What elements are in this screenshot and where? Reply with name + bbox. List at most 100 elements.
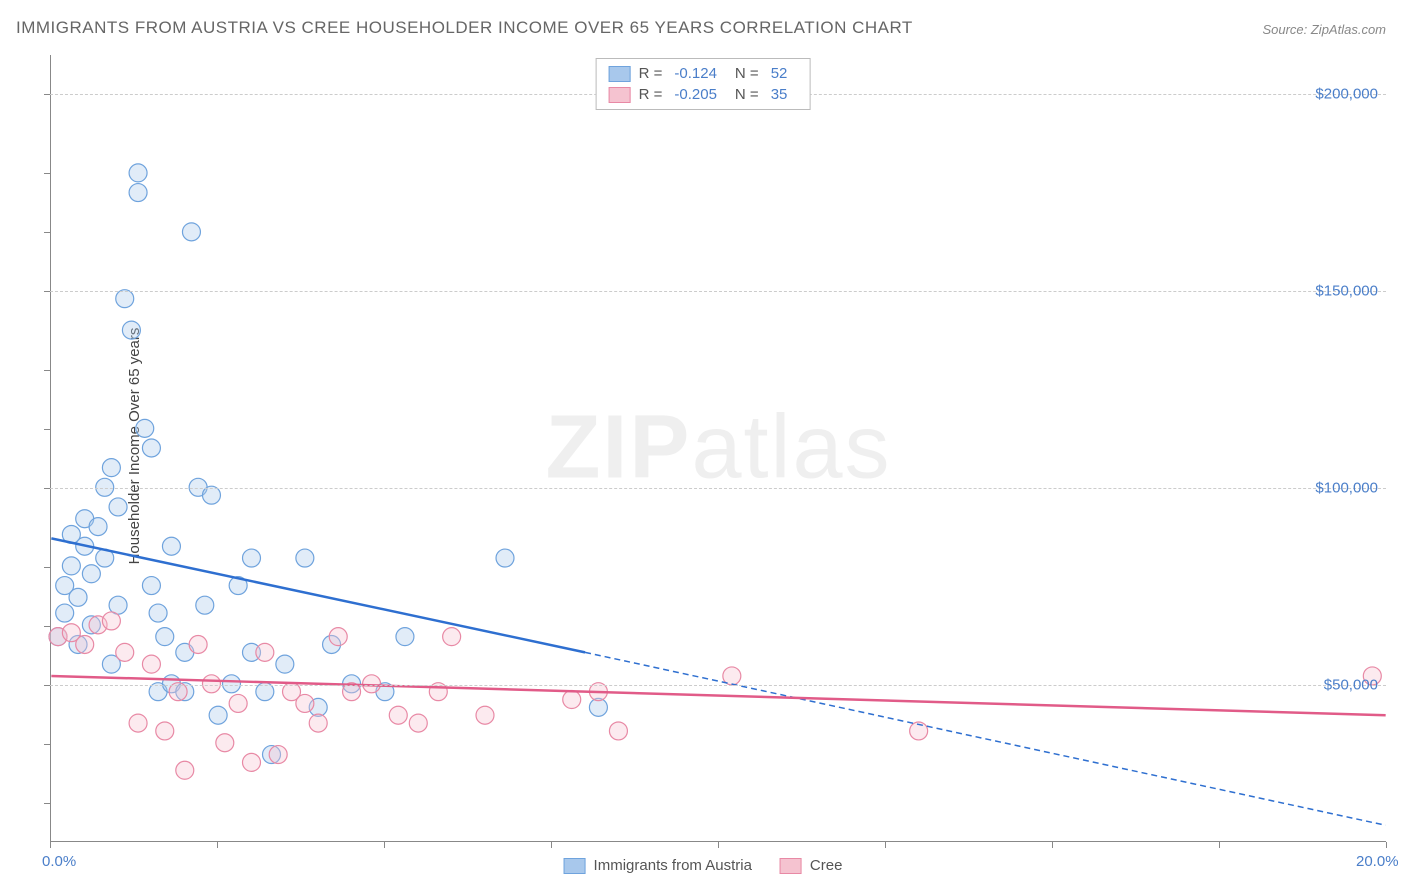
scatter-point [256,643,274,661]
y-tick-label: $100,000 [1315,479,1378,496]
y-tick [44,173,50,174]
scatter-point [209,706,227,724]
scatter-plot-svg [51,55,1386,841]
legend-n-value-1: 52 [771,65,788,82]
y-tick [44,803,50,804]
gridline-h [50,488,1386,489]
scatter-point [309,714,327,732]
legend-r-label-2: R = [639,86,663,103]
scatter-point [102,459,120,477]
x-tick [384,842,385,848]
legend-label-series2: Cree [810,857,843,874]
x-tick-label: 0.0% [42,853,76,870]
y-tick [44,232,50,233]
scatter-point [69,588,87,606]
legend-item-series1: Immigrants from Austria [564,857,752,874]
scatter-point [216,734,234,752]
y-tick [44,626,50,627]
x-tick [551,842,552,848]
legend-n-label-2: N = [735,86,759,103]
scatter-point [156,628,174,646]
scatter-point [243,753,261,771]
scatter-point [563,691,581,709]
legend-r-value-1: -0.124 [674,65,717,82]
scatter-point [496,549,514,567]
series-legend: Immigrants from Austria Cree [564,857,843,874]
legend-r-label-1: R = [639,65,663,82]
chart-title: IMMIGRANTS FROM AUSTRIA VS CREE HOUSEHOL… [16,18,913,38]
chart-container: IMMIGRANTS FROM AUSTRIA VS CREE HOUSEHOL… [0,0,1406,892]
trend-line [51,676,1385,715]
scatter-point [56,604,74,622]
legend-n-label-1: N = [735,65,759,82]
scatter-point [162,537,180,555]
gridline-h [50,685,1386,686]
scatter-point [296,694,314,712]
scatter-point [156,722,174,740]
scatter-point [443,628,461,646]
x-tick [885,842,886,848]
scatter-point [142,577,160,595]
scatter-point [202,486,220,504]
scatter-point [276,655,294,673]
scatter-point [129,164,147,182]
scatter-point [243,549,261,567]
scatter-point [142,655,160,673]
trend-line-dashed [585,652,1386,825]
scatter-point [389,706,407,724]
y-tick [44,567,50,568]
y-tick [44,685,50,686]
scatter-point [82,565,100,583]
scatter-point [116,643,134,661]
legend-row-series1: R = -0.124 N = 52 [609,63,798,84]
scatter-point [129,714,147,732]
scatter-point [136,419,154,437]
scatter-point [149,604,167,622]
legend-swatch-series1 [609,66,631,82]
y-tick [44,94,50,95]
scatter-point [196,596,214,614]
y-tick [44,370,50,371]
scatter-point [182,223,200,241]
y-tick-label: $50,000 [1324,676,1378,693]
scatter-point [229,694,247,712]
scatter-point [189,636,207,654]
y-tick-label: $150,000 [1315,283,1378,300]
scatter-point [329,628,347,646]
scatter-point [296,549,314,567]
y-tick [44,429,50,430]
scatter-point [89,518,107,536]
scatter-point [109,498,127,516]
scatter-point [396,628,414,646]
legend-label-series1: Immigrants from Austria [594,857,752,874]
scatter-point [62,557,80,575]
scatter-point [102,612,120,630]
legend-swatch-bottom-1 [564,858,586,874]
scatter-point [116,290,134,308]
scatter-point [409,714,427,732]
y-tick [44,744,50,745]
scatter-point [122,321,140,339]
legend-row-series2: R = -0.205 N = 35 [609,84,798,105]
x-tick [718,842,719,848]
x-tick [1219,842,1220,848]
scatter-point [609,722,627,740]
x-tick-label: 20.0% [1356,853,1399,870]
legend-r-value-2: -0.205 [674,86,717,103]
legend-swatch-bottom-2 [780,858,802,874]
scatter-point [129,184,147,202]
plot-area: ZIPatlas [50,55,1386,842]
source-label: Source: ZipAtlas.com [1262,22,1386,37]
scatter-point [176,761,194,779]
y-tick [44,488,50,489]
y-tick [44,291,50,292]
legend-n-value-2: 35 [771,86,788,103]
scatter-point [476,706,494,724]
scatter-point [269,746,287,764]
gridline-h [50,291,1386,292]
y-tick-label: $200,000 [1315,86,1378,103]
correlation-legend: R = -0.124 N = 52 R = -0.205 N = 35 [596,58,811,110]
x-tick [1052,842,1053,848]
scatter-point [76,636,94,654]
legend-item-series2: Cree [780,857,843,874]
